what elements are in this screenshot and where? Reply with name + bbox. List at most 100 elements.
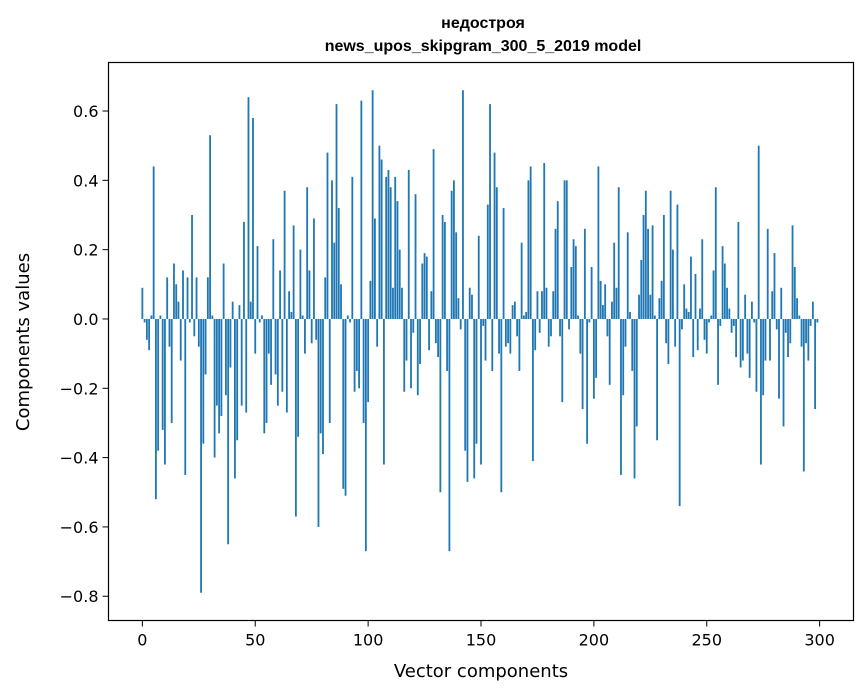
bar (746, 318, 749, 354)
bar (462, 90, 464, 319)
bar (552, 291, 555, 319)
bar (416, 318, 419, 396)
bar (778, 318, 780, 399)
bar (590, 266, 593, 319)
bar (491, 318, 494, 371)
bar (459, 318, 462, 330)
bar (739, 318, 742, 368)
bar (419, 318, 421, 365)
bar (355, 318, 358, 371)
bar (193, 318, 196, 337)
bar (450, 190, 453, 319)
bar (532, 318, 534, 462)
bar (407, 169, 410, 319)
bar (166, 277, 169, 319)
bar (640, 260, 643, 319)
bar (349, 318, 351, 323)
bar (568, 318, 570, 330)
bar (204, 318, 207, 375)
bar (633, 318, 636, 479)
bar (161, 318, 164, 430)
bar (791, 225, 794, 319)
bar (340, 284, 342, 319)
bar (667, 318, 670, 365)
bar (152, 166, 155, 319)
bar (816, 318, 819, 323)
x-tick-label: 150 (466, 631, 497, 650)
bar (319, 318, 322, 434)
bar (683, 284, 686, 319)
bar (775, 318, 778, 330)
bar (224, 318, 227, 396)
bar (272, 239, 275, 319)
bar (243, 221, 245, 319)
bar (782, 318, 785, 427)
bar (624, 318, 627, 347)
bar (660, 280, 663, 319)
plot-frame (107, 61, 855, 622)
bar (197, 318, 200, 347)
bar (247, 97, 250, 319)
bar (656, 318, 658, 441)
bar (310, 318, 313, 344)
y-tick-label: 0.4 (73, 171, 98, 190)
bar (238, 305, 241, 319)
bar (631, 318, 634, 371)
bar (362, 318, 365, 423)
bar (342, 318, 345, 489)
x-tick-label: 50 (245, 631, 265, 650)
bar (398, 249, 401, 319)
bar (671, 249, 674, 319)
bar (595, 318, 598, 378)
bar (335, 104, 338, 319)
bar (405, 318, 408, 361)
bar (780, 287, 783, 319)
bar (570, 266, 573, 319)
bar (143, 318, 146, 323)
bar (346, 315, 349, 319)
bar (604, 284, 607, 319)
bar (473, 318, 476, 479)
bar (489, 104, 491, 319)
bar (141, 287, 144, 319)
bar (326, 152, 329, 319)
bar (538, 318, 541, 333)
bar (755, 318, 758, 392)
bar (807, 318, 810, 361)
bar (301, 315, 304, 319)
bar (644, 190, 647, 319)
bar (200, 318, 202, 593)
bar (559, 318, 561, 337)
bar (642, 215, 645, 319)
bar (218, 318, 221, 434)
bar (175, 284, 178, 319)
bar (434, 318, 437, 344)
x-tick-label: 200 (579, 631, 610, 650)
y-tick-label: 0.6 (73, 102, 98, 121)
bar (274, 318, 277, 375)
bar (315, 318, 318, 340)
bar (708, 318, 710, 323)
bar (213, 318, 216, 458)
bar (468, 287, 471, 319)
bar (611, 301, 613, 319)
bar (534, 318, 537, 351)
bar (516, 318, 519, 337)
bar (692, 318, 695, 358)
bar (437, 318, 440, 358)
bar (545, 287, 548, 319)
bar (753, 318, 756, 323)
bar (565, 180, 568, 319)
bar (267, 318, 270, 354)
bar (793, 266, 796, 319)
bar (511, 305, 514, 319)
bar (522, 315, 525, 319)
bar (281, 318, 284, 392)
bar (344, 318, 347, 496)
bar (787, 318, 789, 358)
bar (455, 232, 458, 319)
bar (170, 318, 173, 423)
bar (202, 318, 205, 444)
bar (249, 301, 252, 319)
bar (599, 280, 602, 319)
